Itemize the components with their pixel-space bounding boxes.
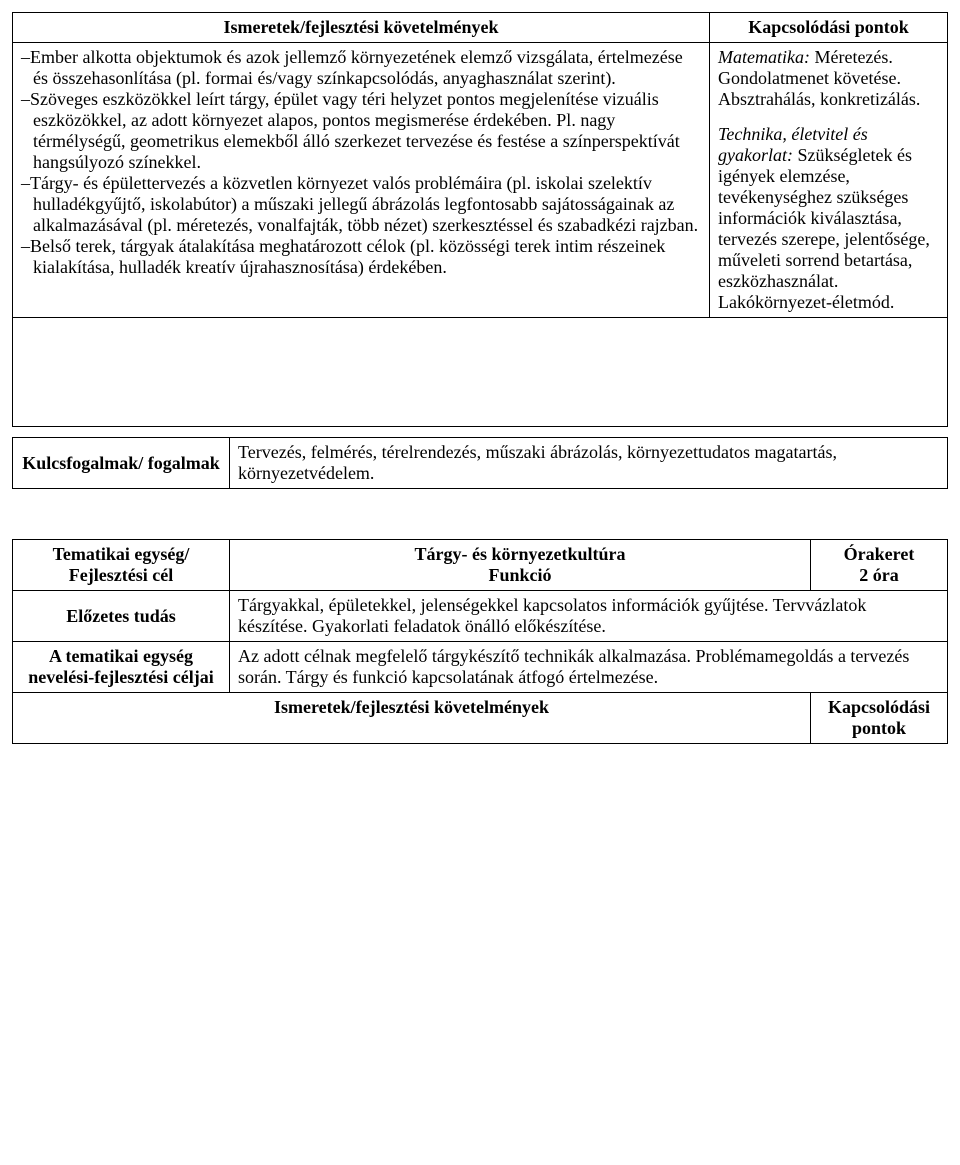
- req-item-4: –Belső terek, tárgyak átalakítása meghat…: [21, 236, 701, 278]
- table1-header-left: Ismeretek/fejlesztési követelmények: [13, 13, 710, 43]
- keyconcepts-table: Kulcsfogalmak/ fogalmak Tervezés, felmér…: [12, 437, 948, 489]
- keyconcepts-value: Tervezés, felmérés, térelrendezés, műsza…: [230, 438, 948, 489]
- unit-r1c1: Tematikai egység/ Fejlesztési cél: [13, 540, 230, 591]
- unit-r3c2: Az adott célnak megfelelő tárgykészítő t…: [230, 642, 948, 693]
- unit-r2c2: Tárgyakkal, épületekkel, jelenségekkel k…: [230, 591, 948, 642]
- unit-r1c2: Tárgy- és környezetkultúra Funkció: [230, 540, 811, 591]
- unit-footer-left: Ismeretek/fejlesztési követelmények: [13, 693, 811, 744]
- link-subject-1: Matematika:: [718, 47, 810, 67]
- table1-left-cell: –Ember alkotta objektumok és azok jellem…: [13, 43, 710, 318]
- hours-value: 2 óra: [819, 565, 939, 586]
- req-item-1: –Ember alkotta objektumok és azok jellem…: [21, 47, 701, 89]
- req-item-2: –Szöveges eszközökkel leírt tárgy, épüle…: [21, 89, 701, 173]
- requirements-table: Ismeretek/fejlesztési követelmények Kapc…: [12, 12, 948, 427]
- unit-r2c1: Előzetes tudás: [13, 591, 230, 642]
- table1-spacer: [13, 318, 948, 427]
- unit-subtitle: Funkció: [238, 565, 802, 586]
- unit-title: Tárgy- és környezetkultúra: [238, 544, 802, 565]
- unit-table: Tematikai egység/ Fejlesztési cél Tárgy-…: [12, 539, 948, 744]
- table1-header-right: Kapcsolódási pontok: [710, 13, 948, 43]
- unit-footer-right: Kapcsolódási pontok: [811, 693, 948, 744]
- link-text-2: Szükségletek és igények elemzése, tevéke…: [718, 145, 930, 312]
- req-item-3: –Tárgy- és épülettervezés a közvetlen kö…: [21, 173, 701, 236]
- unit-r3c1: A tematikai egység nevelési-fejlesztési …: [13, 642, 230, 693]
- unit-r1c3: Órakeret 2 óra: [811, 540, 948, 591]
- hours-label: Órakeret: [819, 544, 939, 565]
- keyconcepts-header: Kulcsfogalmak/ fogalmak: [13, 438, 230, 489]
- table1-right-cell: Matematika: Méretezés. Gondolatmenet köv…: [710, 43, 948, 318]
